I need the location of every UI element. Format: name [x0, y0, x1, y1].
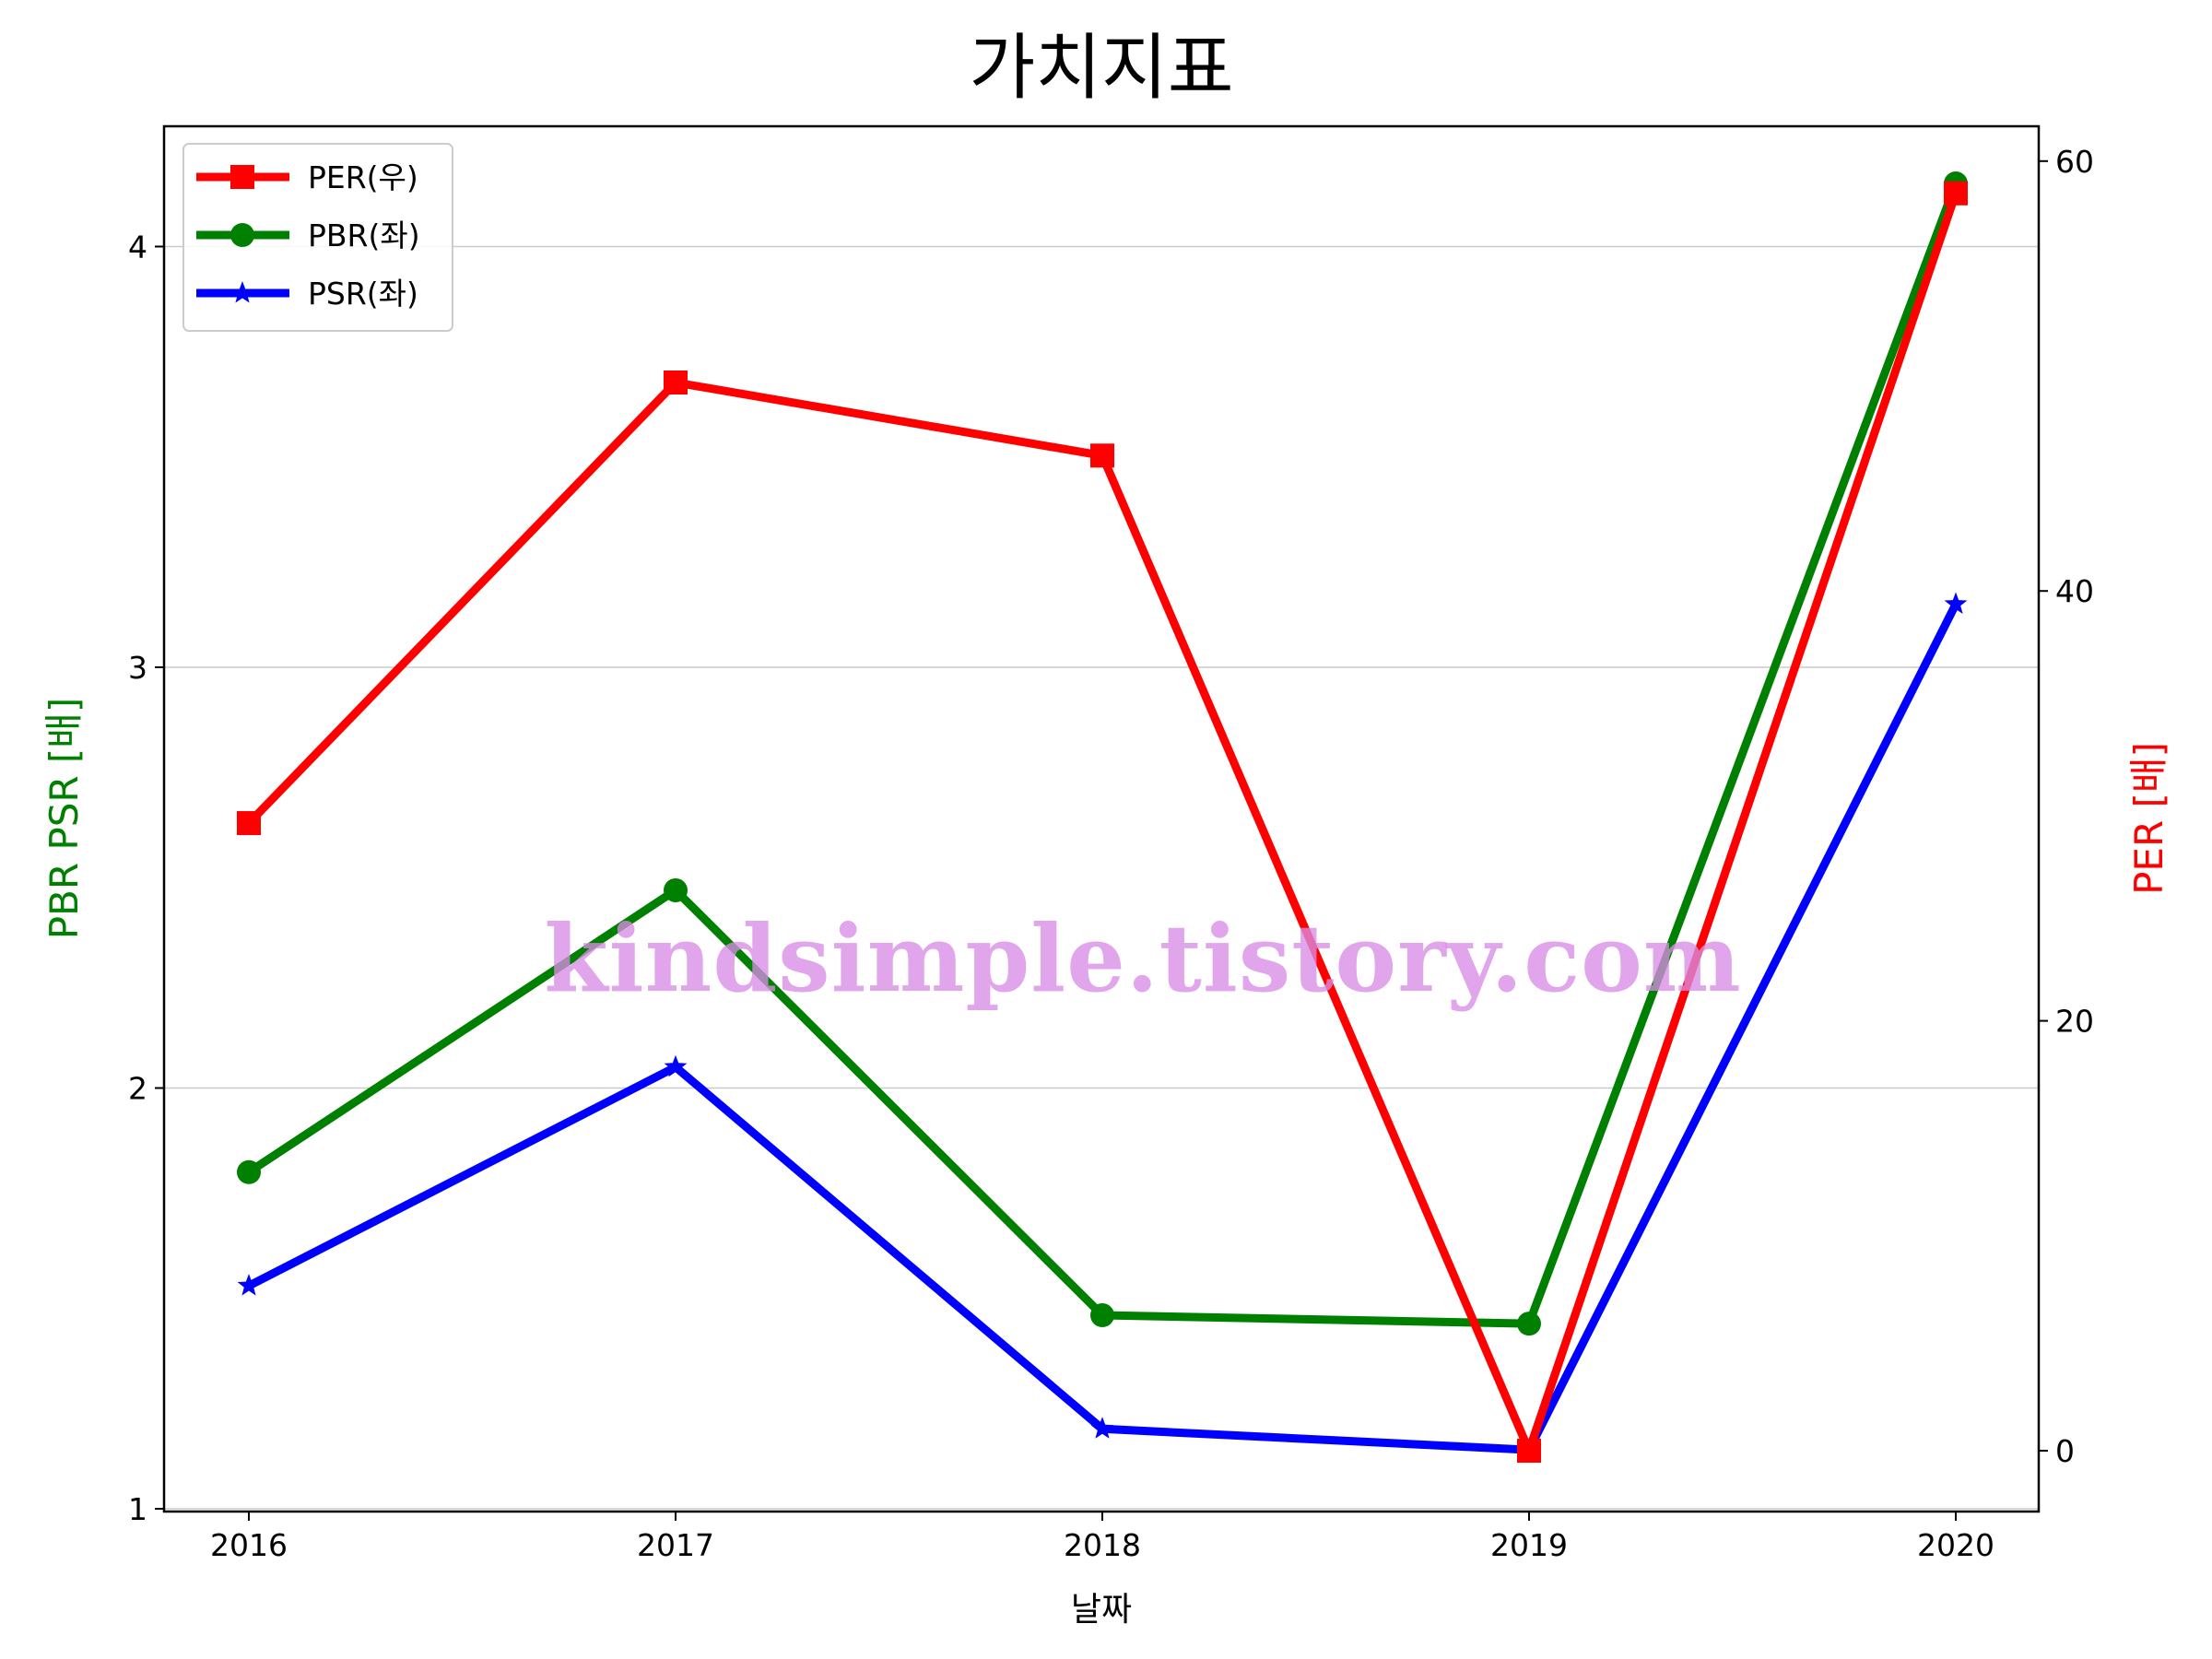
watermark-text: kindsimple.tistory.com [544, 904, 1741, 1013]
right-y-axis: 0 20 40 60 [2039, 144, 2094, 1469]
legend-item-2: PSR(좌) [196, 276, 418, 312]
data-point-2-0 [237, 1274, 261, 1296]
left-tick-label: 3 [128, 650, 147, 686]
chart-title: 가치지표 [969, 27, 1233, 110]
legend-label-0: PER(우) [308, 159, 418, 195]
data-point-2-2 [1090, 1417, 1114, 1439]
right-tick-label: 20 [2055, 1004, 2094, 1040]
data-point-2-1 [664, 1054, 688, 1077]
legend-marker-1 [230, 223, 254, 247]
x-axis-label: 날짜 [1071, 1591, 1132, 1629]
x-tick-label: 2020 [1917, 1527, 1994, 1563]
data-point-1-1 [664, 877, 688, 902]
data-point-1-2 [1090, 1303, 1114, 1328]
x-tick-label: 2019 [1490, 1527, 1568, 1563]
x-axis: 2016 2017 2018 2019 2020 [210, 1512, 1994, 1563]
gridlines [164, 245, 2039, 1510]
data-point-0-0 [237, 811, 261, 836]
data-point-0-2 [1090, 443, 1114, 468]
data-point-0-4 [1944, 181, 1968, 206]
legend-label-1: PBR(좌) [308, 218, 420, 253]
legend-item-0: PER(우) [196, 159, 418, 195]
right-tick-label: 40 [2055, 573, 2094, 609]
series-1 [237, 171, 1968, 1336]
y-axis-label-left: PBR PSR [배] [41, 698, 87, 940]
data-point-1-3 [1517, 1312, 1541, 1336]
data-point-2-4 [1944, 592, 1968, 614]
y-axis-label-right: PER [배] [2126, 742, 2171, 895]
legend-marker-2 [230, 281, 254, 303]
legend-label-2: PSR(좌) [308, 276, 418, 312]
data-point-0-1 [664, 370, 688, 394]
x-tick-label: 2018 [1064, 1527, 1141, 1563]
left-tick-label: 2 [128, 1071, 147, 1107]
left-tick-label: 4 [128, 229, 147, 265]
left-tick-label: 1 [128, 1491, 147, 1527]
chart-legend: PER(우) PBR(좌) PSR(좌) [182, 143, 453, 332]
series-layer [237, 171, 1968, 1463]
right-tick-label: 60 [2055, 144, 2094, 180]
legend-box [182, 143, 453, 332]
x-tick-label: 2017 [637, 1527, 714, 1563]
series-0 [237, 181, 1968, 1463]
data-point-1-0 [237, 1159, 261, 1184]
right-tick-label: 0 [2055, 1433, 2075, 1469]
x-tick-label: 2016 [210, 1527, 288, 1563]
data-point-0-3 [1517, 1439, 1541, 1463]
left-y-axis: 1 2 3 4 [128, 229, 164, 1527]
legend-marker-0 [230, 165, 254, 189]
legend-item-1: PBR(좌) [196, 218, 420, 253]
